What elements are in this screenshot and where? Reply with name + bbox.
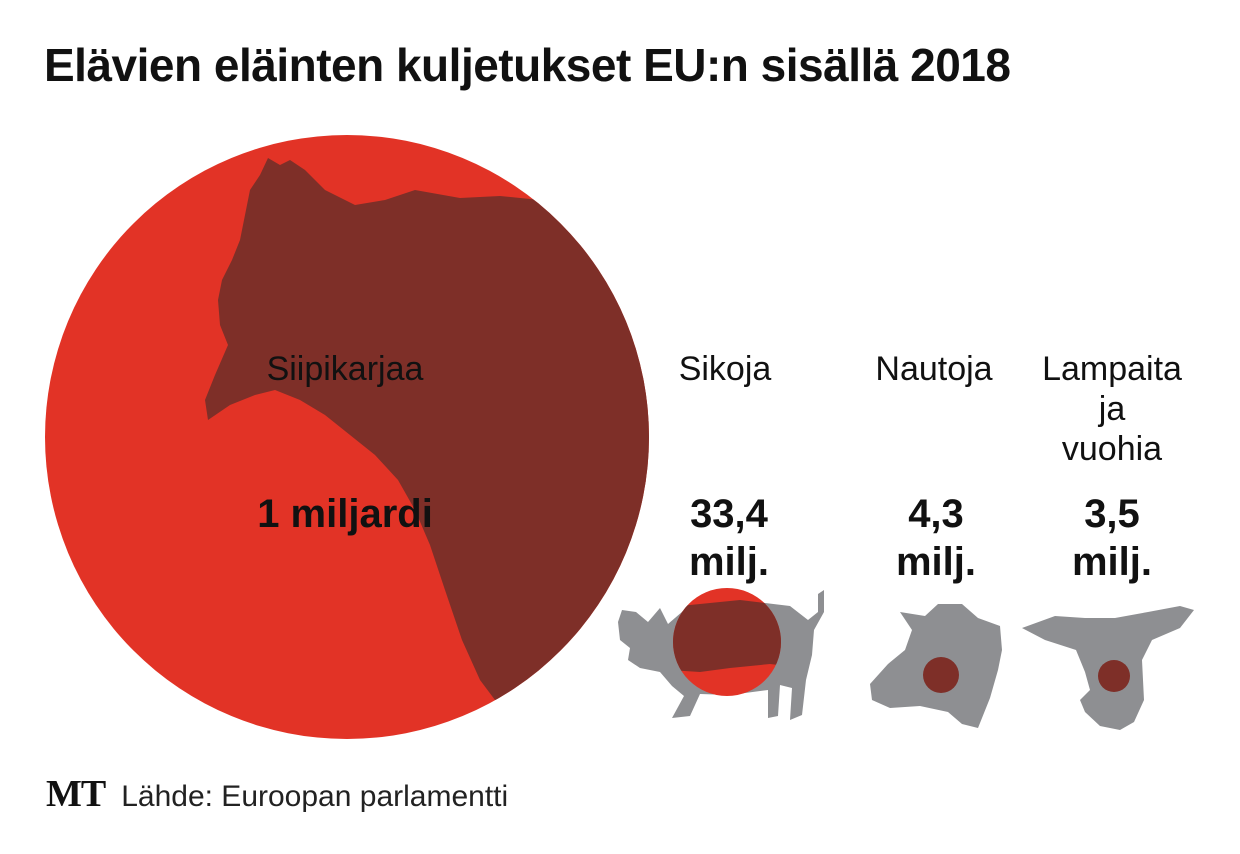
value-poultry: 1 miljardi xyxy=(257,492,433,536)
value-pigs-number: 33,4 xyxy=(690,492,769,536)
label-poultry: Siipikarjaa xyxy=(267,350,424,388)
label-cattle: Nautoja xyxy=(875,350,992,388)
label-sheep-goats: Lampaita ja vuohia xyxy=(1042,350,1182,468)
value-pigs-unit: milj. xyxy=(689,540,769,584)
chart-title: Elävien eläinten kuljetukset EU:n sisäll… xyxy=(44,39,1011,91)
footer: MT Lähde: Euroopan parlamentti xyxy=(46,772,508,816)
bubble-cattle xyxy=(923,657,959,693)
cow-head-icon xyxy=(870,604,1002,728)
mt-logo: MT xyxy=(46,773,106,815)
sheep-head-icon xyxy=(1022,606,1194,730)
chicken-icon xyxy=(205,158,649,700)
label-pigs: Sikoja xyxy=(679,350,772,388)
bubble-sheep-goats xyxy=(1098,660,1130,692)
value-sheep-unit: milj. xyxy=(1072,540,1152,584)
source-text: Lähde: Euroopan parlamentti xyxy=(121,780,509,813)
pig-icon xyxy=(618,588,824,720)
value-cattle-unit: milj. xyxy=(896,540,976,584)
value-sheep-number: 3,5 xyxy=(1084,492,1140,536)
value-cattle-number: 4,3 xyxy=(908,492,964,536)
